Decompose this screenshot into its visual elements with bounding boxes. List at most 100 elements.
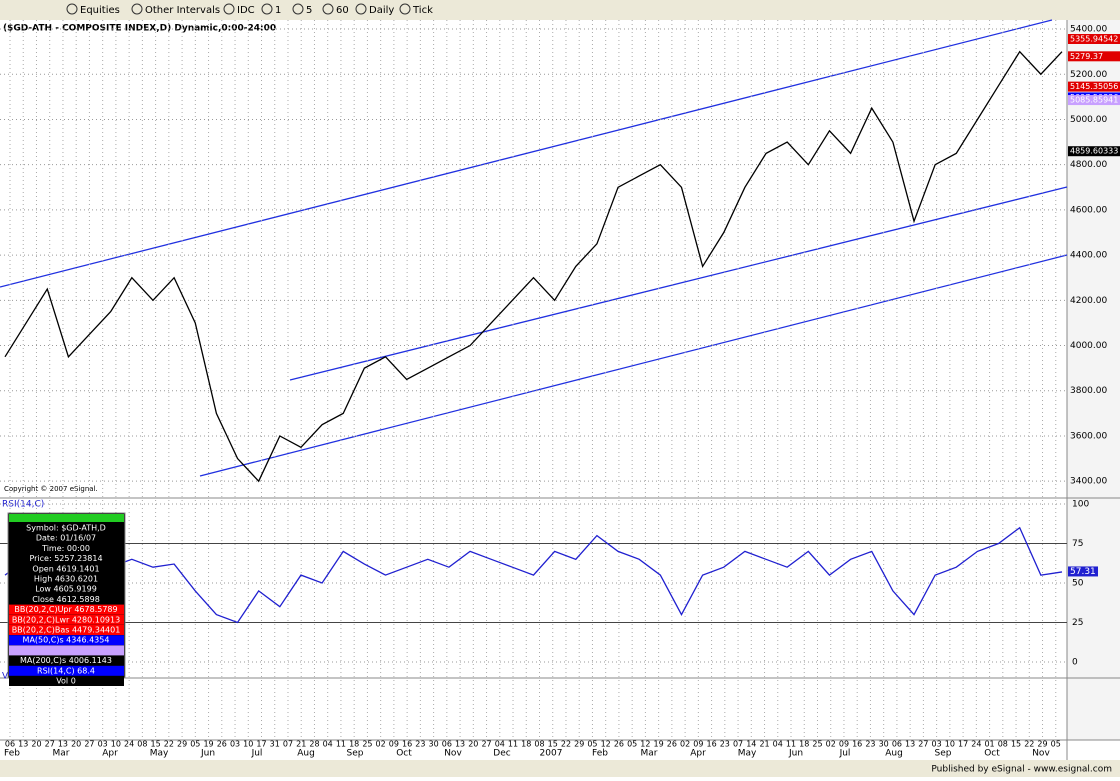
x-month-label: May (738, 749, 757, 759)
toolbar-icon[interactable] (66, 3, 78, 15)
y-tick-label: 5400.00 (1070, 25, 1107, 35)
x-day-label: 26 (217, 740, 227, 749)
price-tag (1068, 81, 1120, 92)
x-day-label: 27 (45, 740, 55, 749)
x-day-label: 31 (270, 740, 280, 749)
price-tag (1068, 146, 1120, 157)
toolbar-item[interactable]: Daily (369, 5, 394, 16)
toolbar-item[interactable]: Equities (80, 5, 120, 16)
toolbar-item[interactable]: Other Intervals (145, 5, 220, 16)
x-day-label: 14 (746, 740, 756, 749)
x-month-label: Nov (1032, 749, 1050, 759)
toolbar-item[interactable]: Tick (412, 5, 433, 16)
x-month-label: Sep (935, 749, 952, 759)
x-day-label: 26 (667, 740, 677, 749)
x-day-label: 27 (481, 740, 491, 749)
x-day-label: 13 (58, 740, 68, 749)
x-day-label: 05 (190, 740, 200, 749)
y-tick-label: 3400.00 (1070, 477, 1107, 487)
price-tag-label: 4859.60333 (1070, 147, 1118, 156)
x-day-label: 13 (18, 740, 28, 749)
data-row: Date: 01/16/07 (36, 534, 96, 543)
data-row: BB(20,2,C)Bas 4479.34401 (12, 626, 121, 635)
toolbar-item[interactable]: 60 (336, 5, 349, 16)
x-day-label: 22 (164, 740, 174, 749)
data-row-bg (9, 553, 124, 564)
y-tick-label: 4200.00 (1070, 296, 1107, 306)
x-day-label: 11 (508, 740, 518, 749)
x-day-label: 20 (31, 740, 41, 749)
x-day-label: 15 (1011, 740, 1021, 749)
x-day-label: 02 (376, 740, 386, 749)
x-day-label: 23 (720, 740, 730, 749)
toolbar-icon[interactable] (355, 3, 367, 15)
x-day-label: 06 (442, 740, 452, 749)
toolbar-item[interactable]: IDC (237, 5, 255, 16)
chart-title: ($GD-ATH - COMPOSITE INDEX,D) Dynamic,0:… (3, 24, 276, 34)
price-tag-label: 5145.35056 (1070, 82, 1118, 91)
data-row-bg (9, 655, 124, 666)
x-day-label: 10 (243, 740, 253, 749)
data-row: Symbol: $GD-ATH,D (26, 524, 106, 533)
x-month-label: Jun (200, 749, 215, 759)
data-row-bg (9, 543, 124, 554)
toolbar-icon[interactable] (399, 3, 411, 15)
price-line (4, 50, 1063, 483)
toolbar-icon[interactable] (223, 3, 235, 15)
x-month-label: 2007 (540, 749, 563, 759)
x-month-label: Dec (493, 749, 510, 759)
data-row-bg (9, 604, 124, 615)
toolbar (0, 0, 1120, 20)
x-month-label: Aug (297, 749, 315, 759)
x-day-label: 30 (879, 740, 889, 749)
data-row-bg (9, 523, 124, 533)
copyright: Copyright © 2007 eSignal. (4, 485, 98, 493)
data-row: Low 4605.9199 (35, 585, 97, 594)
x-day-label: 28 (309, 740, 319, 749)
x-day-label: 12 (640, 740, 650, 749)
price-tag-label: 5355.94542 (1070, 35, 1118, 44)
x-day-label: 03 (932, 740, 942, 749)
x-day-label: 04 (773, 740, 783, 749)
price-tag (1068, 51, 1120, 62)
price-tag-label: 5279.37 (1070, 52, 1103, 61)
x-day-label: 20 (468, 740, 478, 749)
data-row: Price: 5257.23814 (29, 554, 102, 563)
x-month-label: Jul (839, 749, 851, 759)
toolbar-icon[interactable] (261, 3, 273, 15)
x-month-label: Feb (4, 749, 20, 759)
x-day-label: 05 (587, 740, 597, 749)
toolbar-icon[interactable] (131, 3, 143, 15)
x-month-label: Jul (251, 749, 263, 759)
footer-bg (0, 760, 1120, 777)
x-day-label: 23 (865, 740, 875, 749)
toolbar-item[interactable]: 5 (306, 5, 312, 16)
toolbar-icon[interactable] (322, 3, 334, 15)
toolbar-item[interactable]: 1 (275, 5, 281, 16)
data-row: RSI(14,C) 68.4 (37, 666, 95, 675)
x-day-label: 15 (548, 740, 558, 749)
x-day-label: 21 (759, 740, 769, 749)
toolbar-icon[interactable] (292, 3, 304, 15)
price-tag-label: 5085.85941 (1070, 96, 1118, 105)
y-tick-label: 4800.00 (1070, 160, 1107, 170)
x-day-label: 21 (296, 740, 306, 749)
x-day-label: 04 (495, 740, 505, 749)
axis-bg (1067, 20, 1120, 740)
x-day-label: 10 (111, 740, 121, 749)
x-day-label: 11 (336, 740, 346, 749)
x-day-label: 03 (230, 740, 240, 749)
x-day-label: 27 (918, 740, 928, 749)
data-row: Open 4619.1401 (32, 564, 99, 573)
x-day-label: 10 (945, 740, 955, 749)
x-month-label: Mar (53, 749, 70, 759)
plot-bg (0, 20, 1120, 760)
x-day-label: 02 (826, 740, 836, 749)
data-row-bg (9, 533, 124, 544)
data-row: BB(20,2,C)Lwr 4280.10913 (12, 615, 120, 624)
x-day-label: 04 (323, 740, 333, 749)
rsi-tick-label: 75 (1072, 539, 1083, 549)
rsi-tick-label: 0 (1072, 658, 1078, 668)
